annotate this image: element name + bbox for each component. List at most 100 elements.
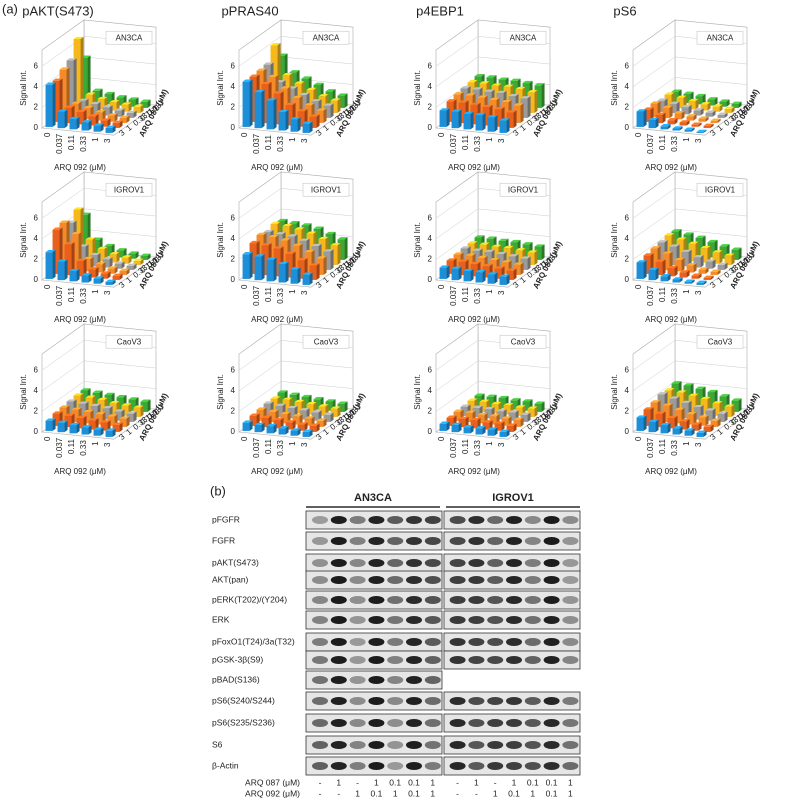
bar-front	[114, 411, 122, 421]
bar-side	[297, 428, 301, 436]
blot-band	[312, 656, 328, 664]
bar-front	[527, 92, 535, 113]
bar-top	[306, 402, 317, 405]
blot-band	[487, 762, 504, 770]
bar-front	[100, 120, 108, 127]
bar	[703, 123, 714, 128]
bar-top	[650, 400, 661, 403]
bar-front	[719, 246, 727, 259]
bar-front	[650, 103, 658, 117]
bar-top	[83, 105, 94, 109]
x-tick-label: 0.11	[461, 286, 470, 302]
bar-front	[109, 403, 117, 415]
bar-side	[714, 97, 718, 106]
bar-front	[282, 399, 290, 413]
bar-front	[104, 246, 112, 257]
bar-front	[66, 60, 74, 112]
label-box	[302, 334, 350, 349]
bar-top	[52, 227, 63, 230]
bar	[439, 108, 450, 127]
bar-front	[114, 110, 122, 117]
bar-side	[662, 259, 666, 276]
bar-front	[484, 409, 492, 419]
treatment-value: 0.1	[408, 788, 420, 798]
bar-front	[513, 419, 521, 427]
bar-side	[731, 404, 735, 417]
bar-top	[109, 100, 120, 103]
bar-side	[534, 90, 538, 113]
blot-band	[330, 697, 347, 705]
bar-top	[693, 108, 704, 111]
bar-front	[301, 78, 309, 105]
blot-band	[543, 741, 560, 749]
bar-side	[73, 58, 77, 112]
bar-side	[249, 79, 253, 127]
bar-side	[121, 108, 125, 117]
bar-front	[676, 239, 684, 261]
bar	[696, 280, 707, 285]
bar-side	[527, 96, 531, 118]
x-tick-label: 3	[103, 138, 112, 143]
bar-top	[76, 415, 87, 419]
z-tick-label: 1	[715, 427, 725, 437]
bar	[719, 99, 730, 107]
blot-band	[349, 596, 366, 604]
bar-front	[719, 101, 727, 107]
bar-top	[285, 420, 296, 423]
bar-top	[487, 272, 498, 275]
bar-front	[684, 281, 692, 284]
blot-row-label: pS6(S240/S244)	[212, 695, 275, 705]
bar-front	[116, 97, 124, 106]
bar-front	[703, 426, 711, 432]
y-tick-label: 4	[428, 82, 433, 91]
bar	[672, 426, 683, 435]
bar-top	[510, 78, 521, 81]
bar-side	[128, 102, 132, 112]
bar-front	[299, 240, 307, 268]
y-tick-label: 4	[625, 386, 630, 395]
bar-top	[503, 245, 514, 249]
bar	[292, 414, 303, 425]
x-tick-label: 1	[91, 137, 100, 142]
bar-front	[686, 414, 694, 425]
bar-front	[453, 94, 461, 117]
label-box	[696, 334, 744, 349]
bar-front	[323, 105, 331, 118]
bar-top	[92, 88, 103, 91]
bar	[674, 110, 685, 120]
bar-top	[93, 123, 104, 126]
bar-side	[261, 422, 265, 433]
x-tick-label: 0.037	[55, 133, 64, 154]
bar-front	[643, 255, 651, 274]
bar-front	[503, 405, 511, 415]
cell-line-label: AN3CA	[510, 33, 537, 42]
bar-top	[81, 120, 92, 123]
bar-top	[45, 82, 56, 85]
bar-top	[242, 79, 253, 82]
z-tick-label: 1	[124, 275, 134, 285]
bar-top	[498, 77, 509, 80]
z-tick-label: 3	[314, 432, 324, 442]
bar-top	[297, 109, 308, 112]
bar-front	[299, 94, 307, 116]
bar-front	[266, 426, 274, 434]
y-tick-label: 6	[231, 365, 236, 374]
bar-front	[671, 91, 679, 102]
bar-top	[710, 418, 721, 421]
blot-band	[487, 638, 504, 646]
bar-top	[261, 243, 272, 246]
z-tick-label: 1	[715, 123, 725, 133]
blot-band	[312, 697, 328, 705]
y-tick-label: 0	[231, 427, 236, 436]
blot-band	[387, 616, 404, 624]
bar-front	[710, 420, 718, 427]
bar-front	[112, 122, 120, 128]
blot-band	[368, 719, 385, 727]
bar-side	[506, 429, 510, 437]
blot-band	[506, 719, 522, 727]
bar-top	[460, 86, 471, 89]
bar-top	[660, 124, 671, 127]
bar-top	[126, 110, 137, 113]
bar-top	[486, 236, 497, 239]
blot-band	[543, 697, 560, 705]
